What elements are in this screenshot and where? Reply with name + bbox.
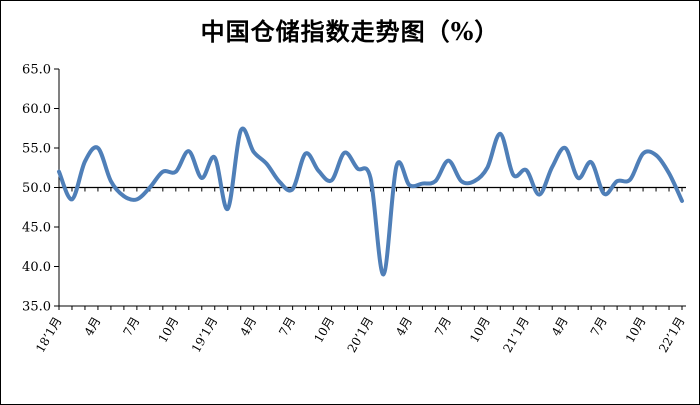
data-point (563, 146, 567, 150)
x-tick-label: 21’1月 (500, 315, 531, 356)
data-point (57, 170, 61, 174)
x-tick-label: 10月 (311, 315, 337, 346)
data-point (187, 149, 191, 153)
x-tick-label: 22’1月 (656, 315, 687, 356)
x-tick-label: 7月 (276, 315, 298, 339)
data-point (407, 183, 411, 187)
data-point (135, 197, 139, 201)
data-point (511, 173, 515, 177)
x-tick-label: 19’1月 (189, 315, 220, 356)
y-tick-label: 65.0 (22, 63, 51, 78)
data-point (148, 186, 152, 189)
data-point (252, 150, 256, 154)
data-point (278, 180, 282, 184)
y-axis: 35.0 40.0 45.0 50.0 55.0 60.0 65.0 (22, 63, 60, 315)
chart-title: 中国仓储指数走势图（%） (200, 17, 500, 46)
y-tick-label: 50.0 (22, 181, 51, 196)
x-tick-label: 4月 (237, 315, 259, 339)
x-tick-label: 7月 (588, 315, 610, 339)
x-tick-label: 10月 (467, 315, 493, 346)
data-point (96, 146, 100, 150)
data-point (304, 152, 308, 156)
data-point (628, 178, 632, 182)
data-point (602, 192, 606, 196)
data-point (161, 170, 165, 174)
data-point (226, 207, 230, 211)
y-tick-label: 35.0 (22, 300, 51, 315)
data-point (498, 132, 502, 136)
data-point (381, 272, 385, 276)
data-point (291, 187, 295, 191)
data-point (537, 193, 541, 197)
x-tick-label: 18’1月 (33, 315, 64, 356)
data-point (330, 178, 334, 182)
data-point (524, 168, 528, 172)
data-point (589, 160, 593, 164)
data-point (654, 153, 658, 157)
data-point (265, 162, 269, 166)
x-axis: 18’1月 4月 7月 10月 19’1月 4月 7月 10月 20’1月 4月 7月 10月 21’1… (33, 305, 688, 356)
y-tick-label: 45.0 (22, 221, 51, 236)
x-tick-label: 4月 (82, 315, 104, 339)
data-point (576, 176, 580, 180)
data-point (550, 165, 554, 169)
data-point (472, 179, 476, 183)
x-tick-label: 4月 (549, 315, 571, 339)
data-point (174, 170, 178, 174)
y-tick-label: 40.0 (22, 260, 51, 275)
x-tick-label: 20’1月 (345, 315, 376, 356)
data-point (433, 179, 437, 183)
y-tick-label: 55.0 (22, 142, 51, 157)
x-tick-label: 10月 (156, 315, 182, 346)
data-point (615, 179, 619, 183)
x-tick-label: 7月 (121, 315, 143, 339)
data-point (122, 194, 126, 198)
series-group (57, 126, 684, 277)
data-point (680, 199, 684, 203)
data-point (213, 155, 217, 159)
x-tick-label: 7月 (432, 315, 454, 339)
data-point (667, 171, 671, 175)
data-point (446, 159, 450, 163)
data-point (109, 179, 113, 183)
data-point (459, 179, 463, 183)
y-tick-label: 60.0 (22, 102, 51, 117)
data-point (239, 129, 243, 133)
x-tick-label: 4月 (393, 315, 415, 339)
x-tick-label: 10月 (623, 315, 649, 346)
data-point (356, 167, 360, 171)
data-point (70, 197, 74, 201)
data-point (369, 176, 372, 180)
data-point (343, 151, 347, 155)
data-point (200, 176, 204, 180)
data-point (317, 169, 321, 173)
data-point (641, 152, 645, 156)
data-point (485, 166, 489, 170)
series-line (57, 126, 684, 277)
data-point (83, 159, 87, 163)
data-point (394, 164, 398, 168)
data-point (420, 182, 424, 186)
